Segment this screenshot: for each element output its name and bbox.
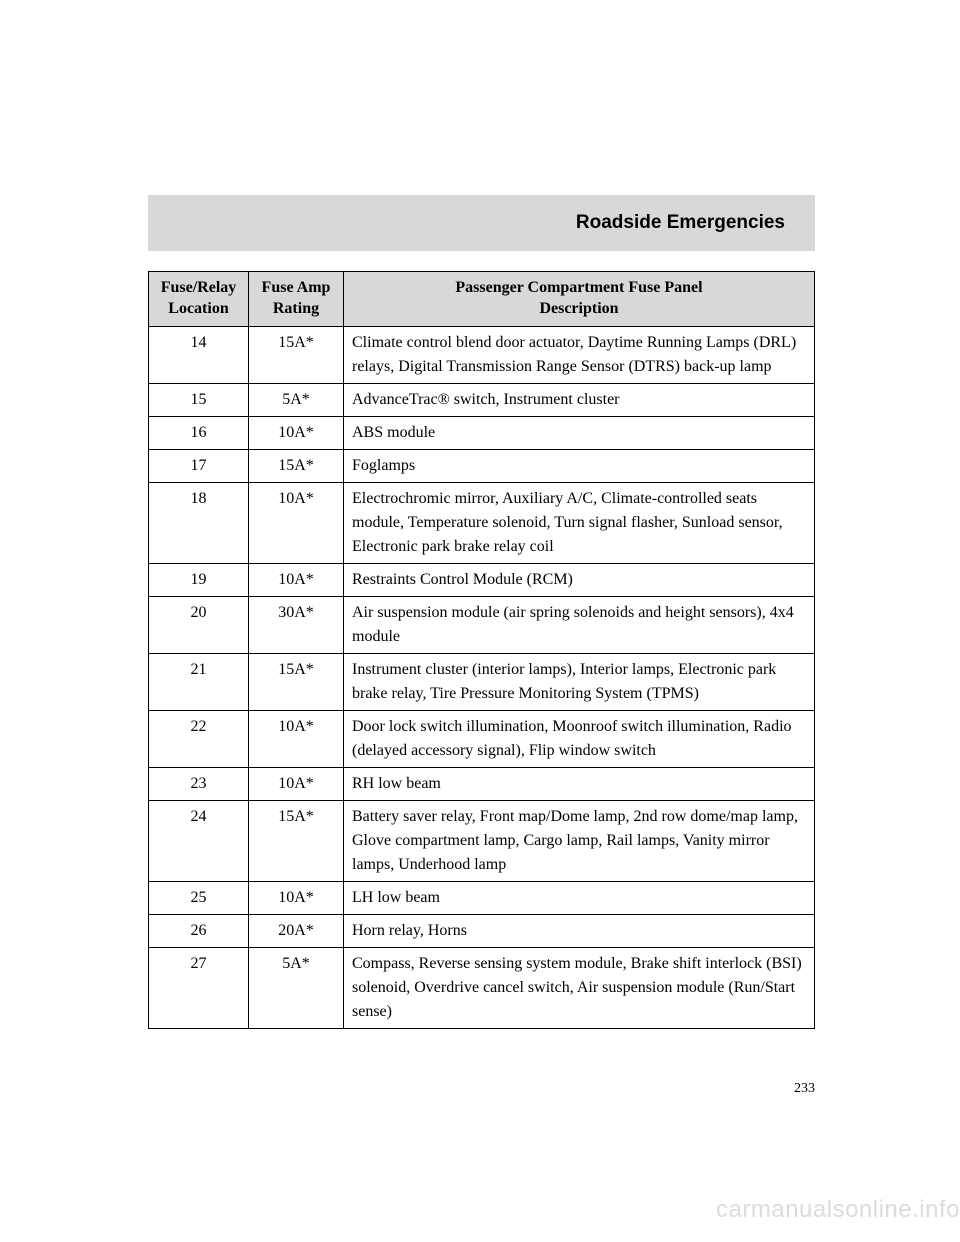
table-row: 1610A*ABS module <box>149 416 815 449</box>
cell-amp: 10A* <box>249 416 344 449</box>
table-row: 2620A*Horn relay, Horns <box>149 914 815 947</box>
cell-description: Electrochromic mirror, Auxiliary A/C, Cl… <box>344 482 815 563</box>
cell-amp: 10A* <box>249 881 344 914</box>
cell-description: Compass, Reverse sensing system module, … <box>344 947 815 1028</box>
cell-location: 14 <box>149 326 249 383</box>
cell-location: 25 <box>149 881 249 914</box>
header-text: Fuse/Relay <box>161 279 237 296</box>
table-row: 1910A*Restraints Control Module (RCM) <box>149 563 815 596</box>
cell-description: Horn relay, Horns <box>344 914 815 947</box>
page-container: Roadside Emergencies Fuse/Relay Location… <box>0 0 960 1242</box>
table-row: 2510A*LH low beam <box>149 881 815 914</box>
fuse-table: Fuse/Relay Location Fuse Amp Rating Pass… <box>148 271 815 1029</box>
watermark: carmanualsonline.info <box>716 1196 960 1224</box>
cell-description: Climate control blend door actuator, Day… <box>344 326 815 383</box>
cell-amp: 15A* <box>249 800 344 881</box>
cell-location: 18 <box>149 482 249 563</box>
cell-location: 26 <box>149 914 249 947</box>
cell-description: Restraints Control Module (RCM) <box>344 563 815 596</box>
table-row: 2210A*Door lock switch illumination, Moo… <box>149 710 815 767</box>
cell-amp: 10A* <box>249 482 344 563</box>
header-text: Description <box>539 300 618 317</box>
cell-amp: 15A* <box>249 653 344 710</box>
table-row: 275A*Compass, Reverse sensing system mod… <box>149 947 815 1028</box>
cell-location: 20 <box>149 596 249 653</box>
table-header-row: Fuse/Relay Location Fuse Amp Rating Pass… <box>149 272 815 327</box>
cell-amp: 5A* <box>249 947 344 1028</box>
cell-description: ABS module <box>344 416 815 449</box>
header-text: Fuse Amp <box>262 279 331 296</box>
cell-location: 17 <box>149 449 249 482</box>
cell-description: Door lock switch illumination, Moonroof … <box>344 710 815 767</box>
table-row: 2115A*Instrument cluster (interior lamps… <box>149 653 815 710</box>
header-bar: Roadside Emergencies <box>148 195 815 251</box>
cell-amp: 15A* <box>249 326 344 383</box>
cell-location: 21 <box>149 653 249 710</box>
cell-location: 15 <box>149 383 249 416</box>
cell-amp: 15A* <box>249 449 344 482</box>
cell-description: LH low beam <box>344 881 815 914</box>
cell-description: AdvanceTrac® switch, Instrument cluster <box>344 383 815 416</box>
cell-amp: 30A* <box>249 596 344 653</box>
col-header-desc: Passenger Compartment Fuse Panel Descrip… <box>344 272 815 327</box>
cell-description: RH low beam <box>344 767 815 800</box>
table-row: 1415A*Climate control blend door actuato… <box>149 326 815 383</box>
header-text: Rating <box>273 300 319 317</box>
cell-amp: 20A* <box>249 914 344 947</box>
cell-description: Instrument cluster (interior lamps), Int… <box>344 653 815 710</box>
table-row: 2030A*Air suspension module (air spring … <box>149 596 815 653</box>
col-header-location: Fuse/Relay Location <box>149 272 249 327</box>
cell-description: Air suspension module (air spring soleno… <box>344 596 815 653</box>
table-body: 1415A*Climate control blend door actuato… <box>149 326 815 1028</box>
cell-amp: 5A* <box>249 383 344 416</box>
table-row: 1715A*Foglamps <box>149 449 815 482</box>
cell-location: 27 <box>149 947 249 1028</box>
cell-location: 19 <box>149 563 249 596</box>
cell-location: 24 <box>149 800 249 881</box>
table-row: 2310A*RH low beam <box>149 767 815 800</box>
cell-location: 23 <box>149 767 249 800</box>
cell-amp: 10A* <box>249 767 344 800</box>
cell-location: 22 <box>149 710 249 767</box>
cell-description: Foglamps <box>344 449 815 482</box>
col-header-amp: Fuse Amp Rating <box>249 272 344 327</box>
page-number: 233 <box>794 1081 815 1097</box>
cell-description: Battery saver relay, Front map/Dome lamp… <box>344 800 815 881</box>
cell-amp: 10A* <box>249 710 344 767</box>
table-row: 1810A*Electrochromic mirror, Auxiliary A… <box>149 482 815 563</box>
table-row: 2415A*Battery saver relay, Front map/Dom… <box>149 800 815 881</box>
cell-location: 16 <box>149 416 249 449</box>
header-text: Passenger Compartment Fuse Panel <box>455 279 702 296</box>
table-row: 155A*AdvanceTrac® switch, Instrument clu… <box>149 383 815 416</box>
section-title: Roadside Emergencies <box>576 212 785 234</box>
header-text: Location <box>168 300 228 317</box>
cell-amp: 10A* <box>249 563 344 596</box>
